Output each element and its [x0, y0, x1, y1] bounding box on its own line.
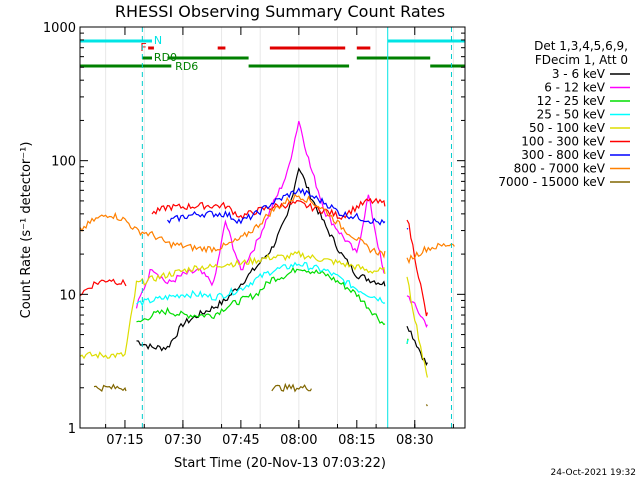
- legend: Det 1,3,4,5,6,9, FDecim 1, Att 0 3 - 6 k…: [498, 39, 630, 189]
- y-tick-label: 100: [51, 155, 76, 170]
- x-axis-ticks: 07:15 07:30 07:45 08:00 08:15 08:30: [105, 27, 454, 448]
- night-markers: [141, 27, 452, 428]
- x-axis-label: Start Time (20-Nov-13 07:03:22): [174, 456, 386, 471]
- x-tick-label: 08:00: [280, 433, 317, 448]
- legend-entry-label: 25 - 50 keV: [537, 108, 606, 122]
- x-tick-label: 07:45: [222, 433, 259, 448]
- series-line: [406, 227, 409, 230]
- series-line: [406, 242, 455, 265]
- series-lines: [79, 120, 455, 407]
- x-tick-label: 08:30: [396, 433, 433, 448]
- flare-flag-label: F: [140, 41, 146, 54]
- series-line: [79, 250, 386, 360]
- legend-header-line2: FDecim 1, Att 0: [535, 53, 628, 67]
- series-line: [406, 325, 428, 367]
- y-tick-label: 1000: [43, 21, 76, 36]
- x-tick-label: 07:15: [106, 433, 143, 448]
- series-line: [136, 266, 386, 326]
- legend-entry-label: 7000 - 15000 keV: [498, 175, 605, 189]
- render-timestamp: 24-Oct-2021 19:32: [551, 468, 636, 478]
- rd6-flag-label: RD6: [175, 60, 198, 73]
- y-tick-label: 10: [59, 288, 76, 303]
- series-line: [425, 404, 428, 407]
- legend-entry-label: 12 - 25 keV: [537, 94, 606, 108]
- x-tick-label: 08:15: [338, 433, 375, 448]
- series-line: [136, 261, 386, 307]
- rd0-flag-label: RD0: [154, 51, 177, 64]
- series-line: [406, 219, 428, 317]
- night-flag-label: N: [154, 34, 162, 47]
- series-line: [135, 120, 386, 309]
- y-tick-label: 1: [68, 422, 76, 437]
- series-line: [271, 382, 312, 393]
- series-line: [93, 383, 127, 392]
- series-line: [406, 339, 409, 344]
- y-axis-label: Count Rate (s⁻¹ detector⁻¹): [19, 142, 34, 319]
- series-line: [406, 276, 428, 378]
- x-tick-label: 07:30: [164, 433, 201, 448]
- series-line: [167, 187, 386, 226]
- legend-entry-label: 100 - 300 keV: [521, 135, 605, 149]
- legend-entry-label: 50 - 100 keV: [529, 121, 606, 135]
- legend-entry-label: 6 - 12 keV: [544, 81, 606, 95]
- chart-title: RHESSI Observing Summary Count Rates: [115, 2, 445, 21]
- series-line: [79, 193, 386, 259]
- legend-entry-label: 300 - 800 keV: [521, 148, 605, 162]
- y-axis-ticks: 1 10 100 1000: [43, 21, 465, 437]
- time-grid: [105, 27, 454, 428]
- legend-entry-label: 3 - 6 keV: [552, 67, 606, 81]
- legend-entry-label: 800 - 7000 keV: [514, 162, 606, 176]
- legend-header-line1: Det 1,3,4,5,6,9,: [534, 39, 628, 53]
- series-line: [79, 278, 127, 297]
- plot-frame: [79, 26, 466, 429]
